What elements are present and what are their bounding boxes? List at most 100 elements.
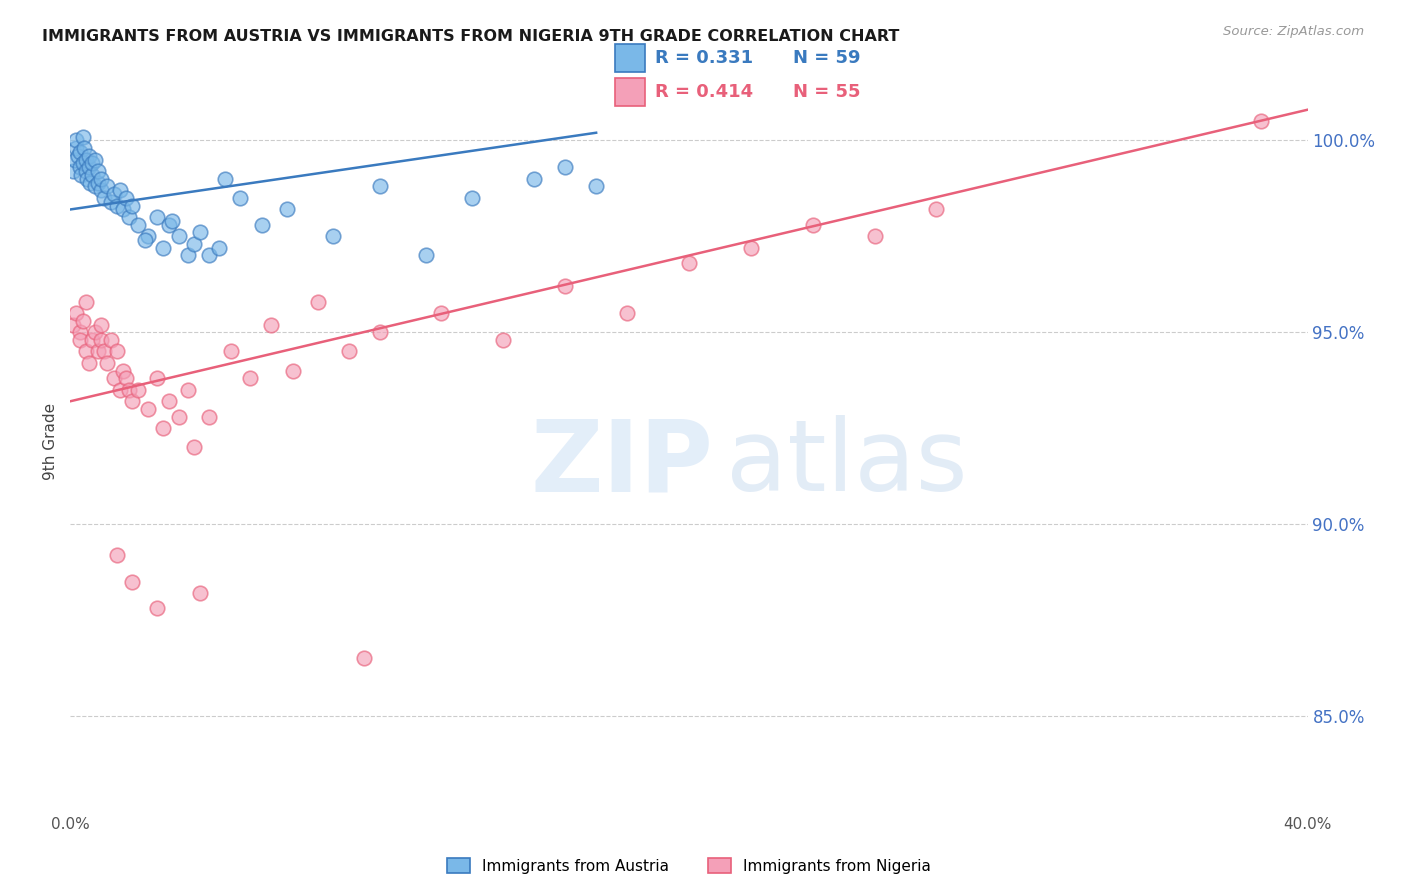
Point	[322, 229, 344, 244]
Point	[62, 164, 84, 178]
Point	[801, 218, 824, 232]
Point	[118, 210, 141, 224]
Point	[108, 383, 131, 397]
Point	[1250, 114, 1272, 128]
Point	[198, 409, 221, 424]
Point	[77, 149, 100, 163]
Point	[229, 191, 252, 205]
Point	[146, 210, 169, 224]
Point	[79, 176, 101, 190]
Point	[76, 171, 98, 186]
Point	[162, 214, 184, 228]
Point	[157, 394, 180, 409]
Point	[585, 179, 607, 194]
Point	[430, 306, 453, 320]
Point	[127, 383, 149, 397]
Point	[239, 371, 262, 385]
Point	[121, 199, 143, 213]
Point	[69, 333, 91, 347]
Text: Source: ZipAtlas.com: Source: ZipAtlas.com	[1223, 25, 1364, 38]
Point	[87, 344, 110, 359]
Point	[281, 363, 304, 377]
Point	[100, 333, 122, 347]
Point	[69, 161, 91, 175]
Point	[678, 256, 700, 270]
Point	[307, 294, 329, 309]
Point	[492, 333, 515, 347]
Y-axis label: 9th Grade: 9th Grade	[44, 403, 59, 480]
Point	[93, 344, 115, 359]
Point	[65, 306, 87, 320]
Point	[461, 191, 484, 205]
Point	[219, 344, 242, 359]
Point	[80, 333, 103, 347]
Point	[80, 168, 103, 182]
Point	[415, 248, 437, 262]
Point	[80, 156, 103, 170]
Point	[337, 344, 360, 359]
Point	[69, 145, 91, 159]
Point	[75, 153, 97, 167]
Point	[100, 194, 122, 209]
Point	[103, 187, 125, 202]
Point	[152, 241, 174, 255]
Point	[96, 356, 118, 370]
Point	[523, 171, 546, 186]
Point	[87, 164, 110, 178]
Point	[925, 202, 948, 217]
Bar	[614, 45, 645, 72]
Point	[103, 371, 125, 385]
Point	[84, 153, 107, 167]
Text: N = 55: N = 55	[793, 83, 860, 101]
Point	[77, 161, 100, 175]
Point	[554, 279, 576, 293]
Point	[108, 183, 131, 197]
Text: R = 0.414: R = 0.414	[655, 83, 754, 101]
Point	[115, 191, 138, 205]
Point	[63, 153, 86, 167]
Point	[93, 191, 115, 205]
Point	[62, 318, 84, 332]
Point	[152, 421, 174, 435]
Point	[136, 401, 159, 416]
Point	[118, 383, 141, 397]
Point	[105, 199, 128, 213]
Point	[90, 171, 112, 186]
Text: ZIP: ZIP	[531, 416, 714, 512]
Point	[276, 202, 298, 217]
Point	[69, 325, 91, 339]
Point	[75, 344, 97, 359]
Point	[188, 586, 211, 600]
Point	[863, 229, 886, 244]
Point	[183, 440, 205, 454]
Point	[167, 229, 190, 244]
Point	[183, 237, 205, 252]
Point	[368, 325, 391, 339]
Text: N = 59: N = 59	[793, 49, 860, 67]
Point	[90, 183, 112, 197]
Point	[96, 179, 118, 194]
Point	[188, 226, 211, 240]
Point	[121, 574, 143, 589]
Point	[250, 218, 273, 232]
Point	[208, 241, 231, 255]
Point	[554, 161, 576, 175]
Point	[167, 409, 190, 424]
Point	[115, 371, 138, 385]
Text: R = 0.331: R = 0.331	[655, 49, 754, 67]
Point	[146, 371, 169, 385]
Point	[146, 601, 169, 615]
Point	[105, 344, 128, 359]
Text: IMMIGRANTS FROM AUSTRIA VS IMMIGRANTS FROM NIGERIA 9TH GRADE CORRELATION CHART: IMMIGRANTS FROM AUSTRIA VS IMMIGRANTS FR…	[42, 29, 900, 44]
Point	[70, 168, 93, 182]
Point	[105, 548, 128, 562]
Bar	[614, 78, 645, 105]
Text: atlas: atlas	[725, 416, 967, 512]
Point	[84, 179, 107, 194]
Point	[157, 218, 180, 232]
Point	[177, 248, 200, 262]
Point	[177, 383, 200, 397]
Point	[72, 129, 94, 144]
Point	[75, 164, 97, 178]
Point	[72, 314, 94, 328]
